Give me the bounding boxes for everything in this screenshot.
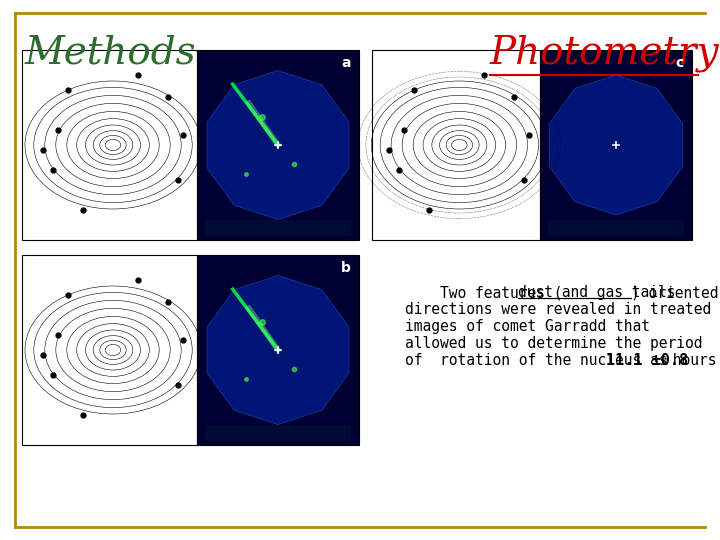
Bar bbox=[372, 50, 540, 240]
Text: Photometry: Photometry bbox=[490, 35, 719, 72]
Polygon shape bbox=[207, 275, 349, 424]
Text: hours.: hours. bbox=[664, 353, 720, 368]
Text: c: c bbox=[676, 56, 684, 70]
Text: 11.1 ±0.8: 11.1 ±0.8 bbox=[606, 353, 688, 368]
Text: b: b bbox=[341, 261, 351, 275]
Bar bbox=[205, 220, 351, 236]
Bar bbox=[22, 50, 197, 240]
Text: Methods: Methods bbox=[25, 35, 197, 72]
Bar bbox=[548, 220, 685, 236]
Text: Two features (: Two features ( bbox=[405, 285, 562, 300]
Text: allowed us to determine the period: allowed us to determine the period bbox=[405, 336, 703, 351]
Text: dust and gas tails: dust and gas tails bbox=[518, 285, 675, 300]
Text: directions were revealed in treated: directions were revealed in treated bbox=[405, 302, 711, 317]
Polygon shape bbox=[207, 71, 349, 220]
Text: a: a bbox=[341, 56, 351, 70]
Text: of  rotation of the nucleus as: of rotation of the nucleus as bbox=[405, 353, 685, 368]
Bar bbox=[197, 255, 359, 445]
Text: images of comet Garradd that: images of comet Garradd that bbox=[405, 319, 650, 334]
Text: ) oriented in the solar and antisolar: ) oriented in the solar and antisolar bbox=[631, 285, 720, 300]
Bar bbox=[540, 50, 692, 240]
Bar bbox=[205, 425, 351, 441]
Bar bbox=[197, 50, 359, 240]
Polygon shape bbox=[549, 75, 683, 215]
Bar bbox=[22, 255, 197, 445]
